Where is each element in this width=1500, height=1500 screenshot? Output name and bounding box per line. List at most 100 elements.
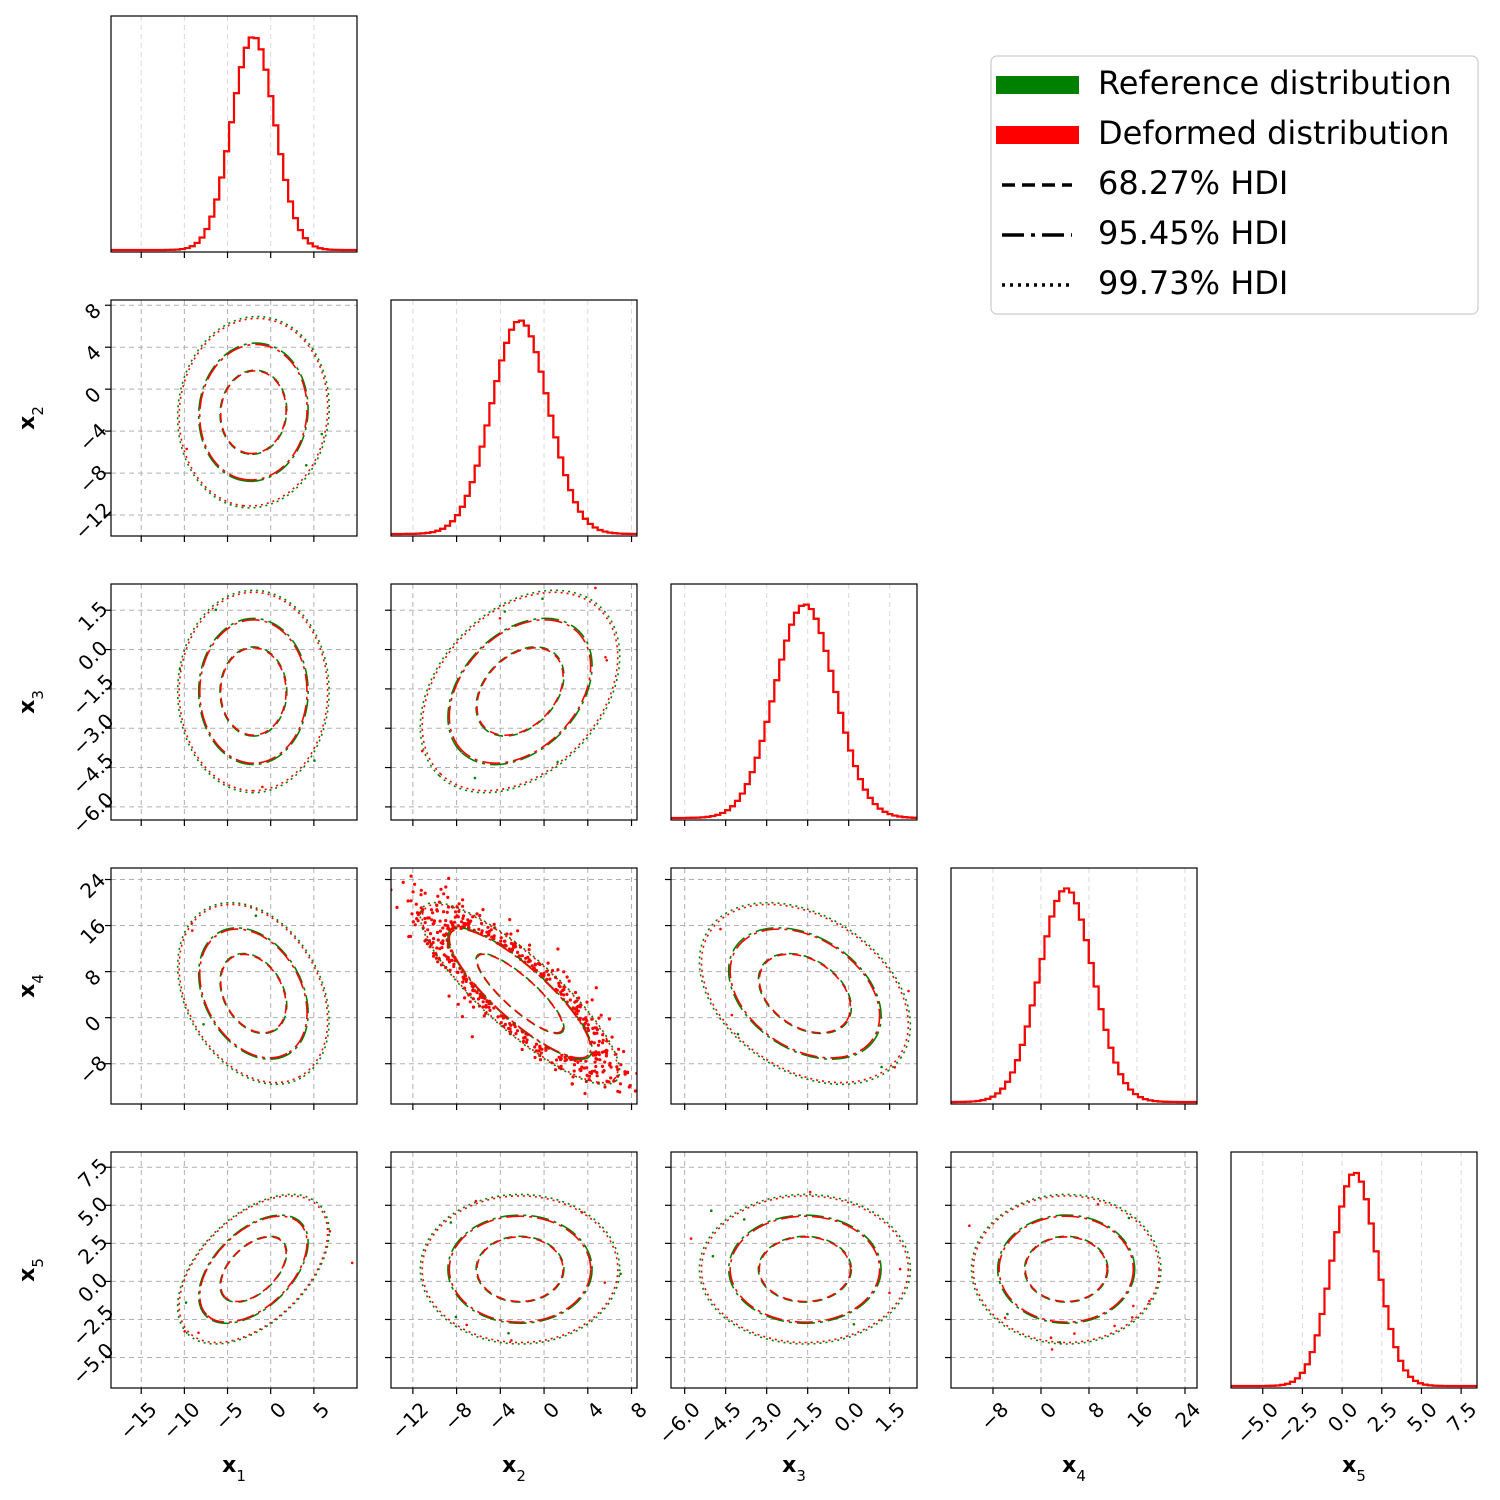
panel-contents [391,868,637,1104]
sample-point [537,1049,541,1053]
sample-point [583,1021,588,1025]
hdi-contour-reference [475,646,565,737]
sample-point [607,1017,612,1021]
sample-point [596,1043,601,1047]
hdi-contour-reference [996,1214,1136,1325]
sample-point [350,1261,354,1265]
panel-frame [950,867,1198,1105]
histogram-deformed [951,887,1197,1104]
sample-point [305,464,308,467]
sample-point [475,991,479,995]
x-tick-label: −8 [975,1397,1013,1435]
sample-point [538,1044,542,1048]
hdi-contour-deformed [972,1195,1160,1344]
panel-contents [111,16,357,252]
panel-3-2 [385,583,638,826]
sample-point [438,929,442,933]
sample-point [453,915,457,919]
sample-point [446,927,450,931]
y-tick-label: 7.5 [73,1154,112,1193]
panel-frame [390,1151,638,1389]
y-tick-label: 0.0 [73,636,112,675]
sample-point [560,1053,564,1057]
hdi-contour-deformed [448,1215,592,1323]
sample-point [633,1089,637,1093]
y-tick-label: −8 [74,1051,112,1089]
sample-point [477,927,481,931]
sample-point [1131,1316,1134,1319]
sample-point [562,993,566,997]
sample-point [471,915,475,919]
sample-point [736,1032,740,1036]
y-tick-label: −12 [69,498,116,545]
histogram-reference [1231,1172,1477,1387]
sample-point [609,1065,613,1069]
hdi-contour-deformed [476,646,564,737]
sample-point [604,656,607,659]
x-tick-label: 4 [582,1397,608,1423]
sample-point [1148,1299,1151,1303]
x-tick-label: −15 [115,1397,162,1444]
sample-point [492,934,496,938]
sample-point [461,914,466,918]
sample-point [261,785,264,789]
sample-point [594,1050,598,1054]
sample-point [586,1023,590,1027]
histogram-deformed [671,603,917,820]
sample-point [550,968,555,973]
panel-5-4 [945,1151,1198,1394]
sample-point [585,1000,589,1004]
panel-frame [950,1151,1198,1389]
sample-point [538,1058,543,1062]
y-axis-label-4: x4 [15,974,47,998]
panel-frame [390,299,638,537]
scatter-samples [420,586,609,780]
sample-point [570,1082,574,1086]
sample-point [898,1267,902,1271]
sample-point [542,974,546,978]
sample-point [461,898,465,902]
sample-point [451,954,455,958]
sample-point [599,1013,603,1017]
sample-point [509,932,513,936]
histogram-reference [111,36,357,251]
y-tick-label: 24 [75,868,110,903]
sample-point [562,987,566,992]
sample-point [618,1090,622,1094]
y-tick-label: 0 [80,1011,106,1037]
y-axis-label-3: x3 [15,690,47,714]
sample-point [594,1026,598,1030]
sample-point [510,1339,513,1342]
sample-point [605,1039,609,1043]
sample-point [554,1068,558,1072]
sample-point [184,1301,188,1304]
panel-frame [670,1151,918,1389]
sample-point [605,1079,609,1083]
sample-point [465,1323,469,1327]
sample-point [617,1047,621,1051]
panel-frame [110,299,358,537]
y-axis-label-2: x2 [15,406,47,430]
panel-contents [951,868,1197,1104]
sample-point [453,910,458,914]
sample-point [623,1072,627,1076]
sample-point [556,947,560,951]
sample-point [582,1066,586,1070]
sample-point [578,1003,582,1007]
hdi-contour-deformed [476,953,564,1034]
sample-point [449,958,453,962]
hdi-contour-deformed [219,370,287,455]
sample-point [527,948,531,952]
sample-point [730,1013,734,1017]
sample-point [556,760,559,764]
sample-point [579,1069,583,1073]
hdi-contour-deformed [178,317,329,507]
histogram-deformed [391,319,637,536]
sample-point [214,608,218,612]
sample-point [605,1051,609,1055]
sample-point [480,921,484,926]
sample-point [1096,1203,1100,1206]
sample-point [592,1041,596,1045]
sample-point [461,980,465,984]
sample-point [573,1058,577,1062]
